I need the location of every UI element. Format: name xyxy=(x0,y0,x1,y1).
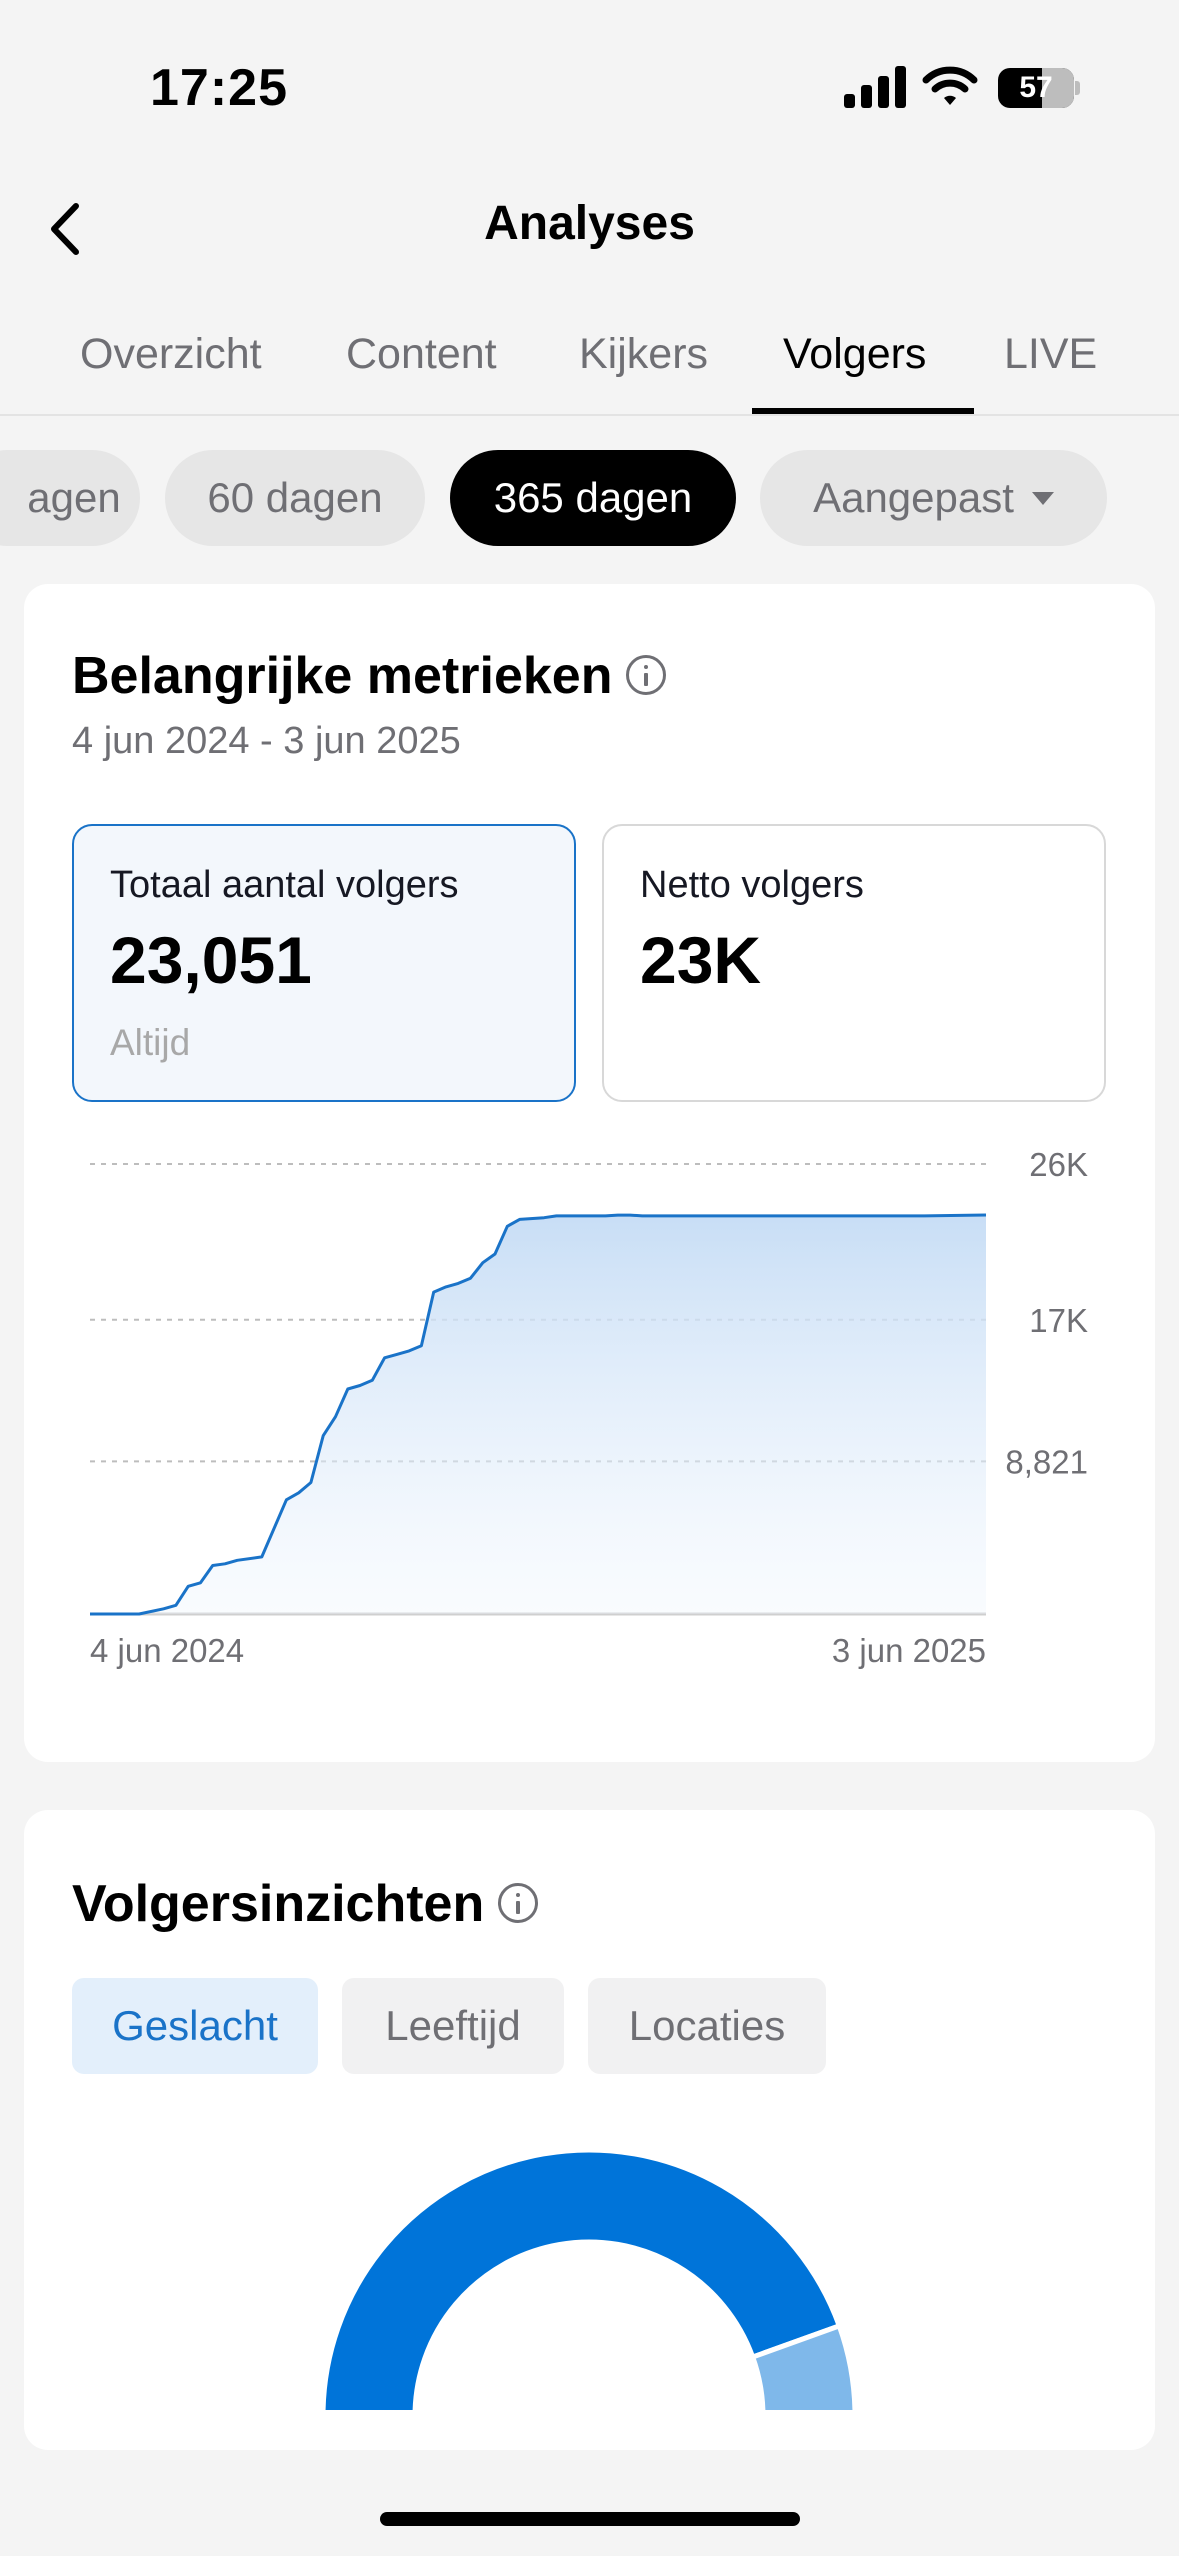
y-tick-label: 17K xyxy=(1029,1302,1088,1339)
battery-level: 57 xyxy=(1019,71,1053,104)
info-icon[interactable] xyxy=(498,1883,539,1924)
active-tab-indicator xyxy=(752,408,974,414)
home-indicator[interactable] xyxy=(380,2512,800,2526)
dropdown-caret-icon xyxy=(1031,492,1054,506)
key-metrics-title-text: Belangrijke metrieken xyxy=(72,647,613,705)
range-chip-365-days[interactable]: 365 dagen xyxy=(450,450,736,546)
segment-age[interactable]: Leeftijd xyxy=(342,1978,564,2074)
range-chip-60-days[interactable]: 60 dagen xyxy=(165,450,425,546)
followers-chart: 26K 17K 8,821 4 jun 2024 3 jun 2025 xyxy=(90,1146,1088,1669)
segment-locations[interactable]: Locaties xyxy=(588,1978,826,2074)
date-range: 4 jun 2024 - 3 jun 2025 xyxy=(72,720,461,762)
donut-segment-1[interactable] xyxy=(749,2322,858,2410)
follower-insights-title-text: Volgersinzichten xyxy=(72,1875,485,1933)
range-chip-label: 60 dagen xyxy=(207,474,383,521)
series-line xyxy=(90,1213,987,1616)
segment-gender[interactable]: Geslacht xyxy=(72,1978,318,2074)
tab-volgers[interactable]: Volgers xyxy=(783,330,927,378)
x-tick-label: 3 jun 2025 xyxy=(832,1632,986,1669)
range-chip-custom[interactable]: Aangepast xyxy=(760,450,1107,546)
tab-live[interactable]: LIVE xyxy=(1004,330,1098,378)
metric-value: 23K xyxy=(640,923,762,997)
gender-donut-chart xyxy=(320,2147,858,2410)
range-chip-partial[interactable]: agen xyxy=(0,450,140,546)
y-tick-label: 8,821 xyxy=(1005,1443,1088,1480)
back-chevron-icon[interactable] xyxy=(44,198,90,260)
info-icon[interactable] xyxy=(626,655,667,696)
donut-segment-0[interactable] xyxy=(320,2147,843,2410)
status-bar: 17:25 57 xyxy=(0,0,1179,170)
tab-content[interactable]: Content xyxy=(346,330,497,378)
range-chip-label: 365 dagen xyxy=(493,474,693,521)
metric-value: 23,051 xyxy=(110,923,312,997)
status-time: 17:25 xyxy=(150,59,288,117)
follower-insights-title: Volgersinzichten xyxy=(72,1874,539,1934)
battery-icon: 57 xyxy=(998,68,1080,108)
metric-sub: Altijd xyxy=(110,1022,191,1063)
range-chip-label: agen xyxy=(27,474,121,521)
metric-label: Netto volgers xyxy=(640,864,864,906)
tab-bar: Overzicht Content Kijkers Volgers LIVE xyxy=(0,300,1179,416)
wifi-icon xyxy=(922,66,978,105)
series-area xyxy=(90,1215,986,1614)
tab-overzicht[interactable]: Overzicht xyxy=(80,330,262,378)
tab-kijkers[interactable]: Kijkers xyxy=(579,330,709,378)
metric-card-net-followers[interactable]: Netto volgers 23K xyxy=(602,824,1106,1102)
key-metrics-title: Belangrijke metrieken xyxy=(72,646,667,706)
page-title: Analyses xyxy=(484,197,695,250)
range-chip-label: Aangepast xyxy=(813,474,1014,521)
y-tick-label: 26K xyxy=(1029,1146,1088,1183)
key-metrics-card: Belangrijke metrieken 4 jun 2024 - 3 jun… xyxy=(24,584,1155,1762)
follower-insights-card: Volgersinzichten Geslacht Leeftijd Locat… xyxy=(24,1810,1155,2450)
cellular-signal-icon xyxy=(844,66,906,108)
metric-card-total-followers[interactable]: Totaal aantal volgers 23,051 Altijd xyxy=(72,824,576,1102)
metric-label: Totaal aantal volgers xyxy=(110,864,459,906)
x-tick-label: 4 jun 2024 xyxy=(90,1632,244,1669)
